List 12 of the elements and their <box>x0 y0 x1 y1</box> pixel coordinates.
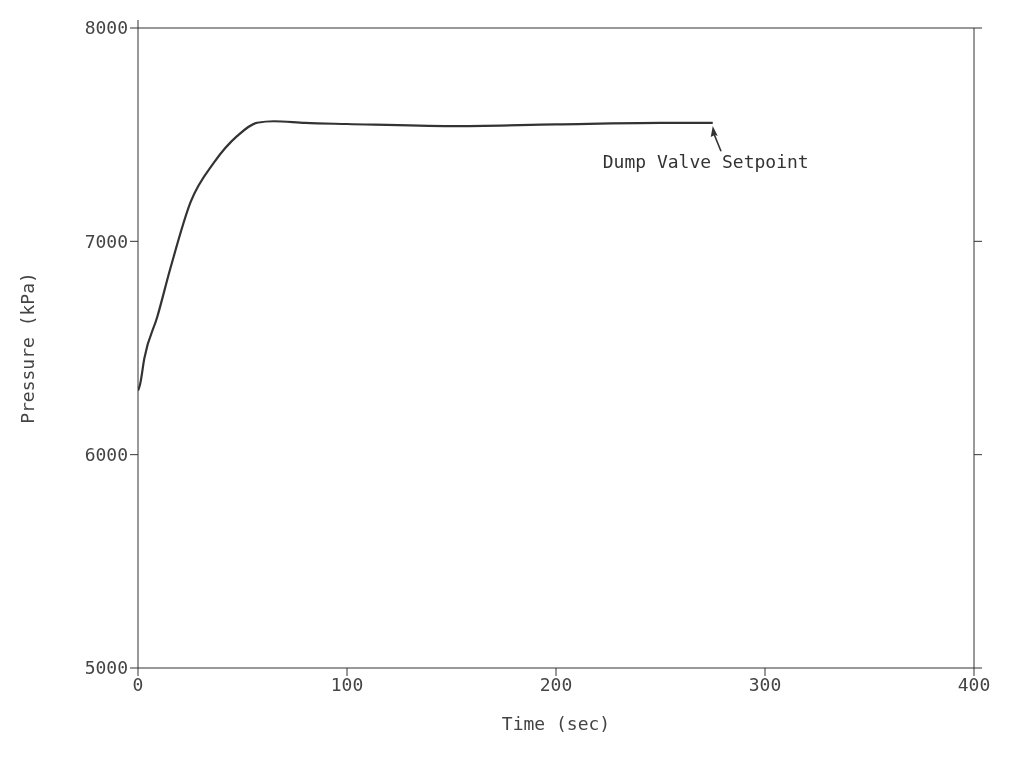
y-tick-label: 6000 <box>84 444 128 466</box>
x-tick-label: 200 <box>539 673 573 695</box>
x-axis-title: Time (sec) <box>501 713 611 734</box>
y-tick-label: 8000 <box>84 17 128 39</box>
x-tick-label: 100 <box>330 673 364 695</box>
y-tick-label: 5000 <box>84 657 128 679</box>
x-tick-label: 400 <box>957 673 991 695</box>
x-tick-label: 300 <box>748 673 782 695</box>
y-tick-label: 7000 <box>84 230 128 252</box>
y-axis-title: Pressure (kPa) <box>17 272 39 424</box>
x-tick-label: 0 <box>132 673 144 695</box>
annotation: Dump Valve Setpoint <box>602 150 809 172</box>
